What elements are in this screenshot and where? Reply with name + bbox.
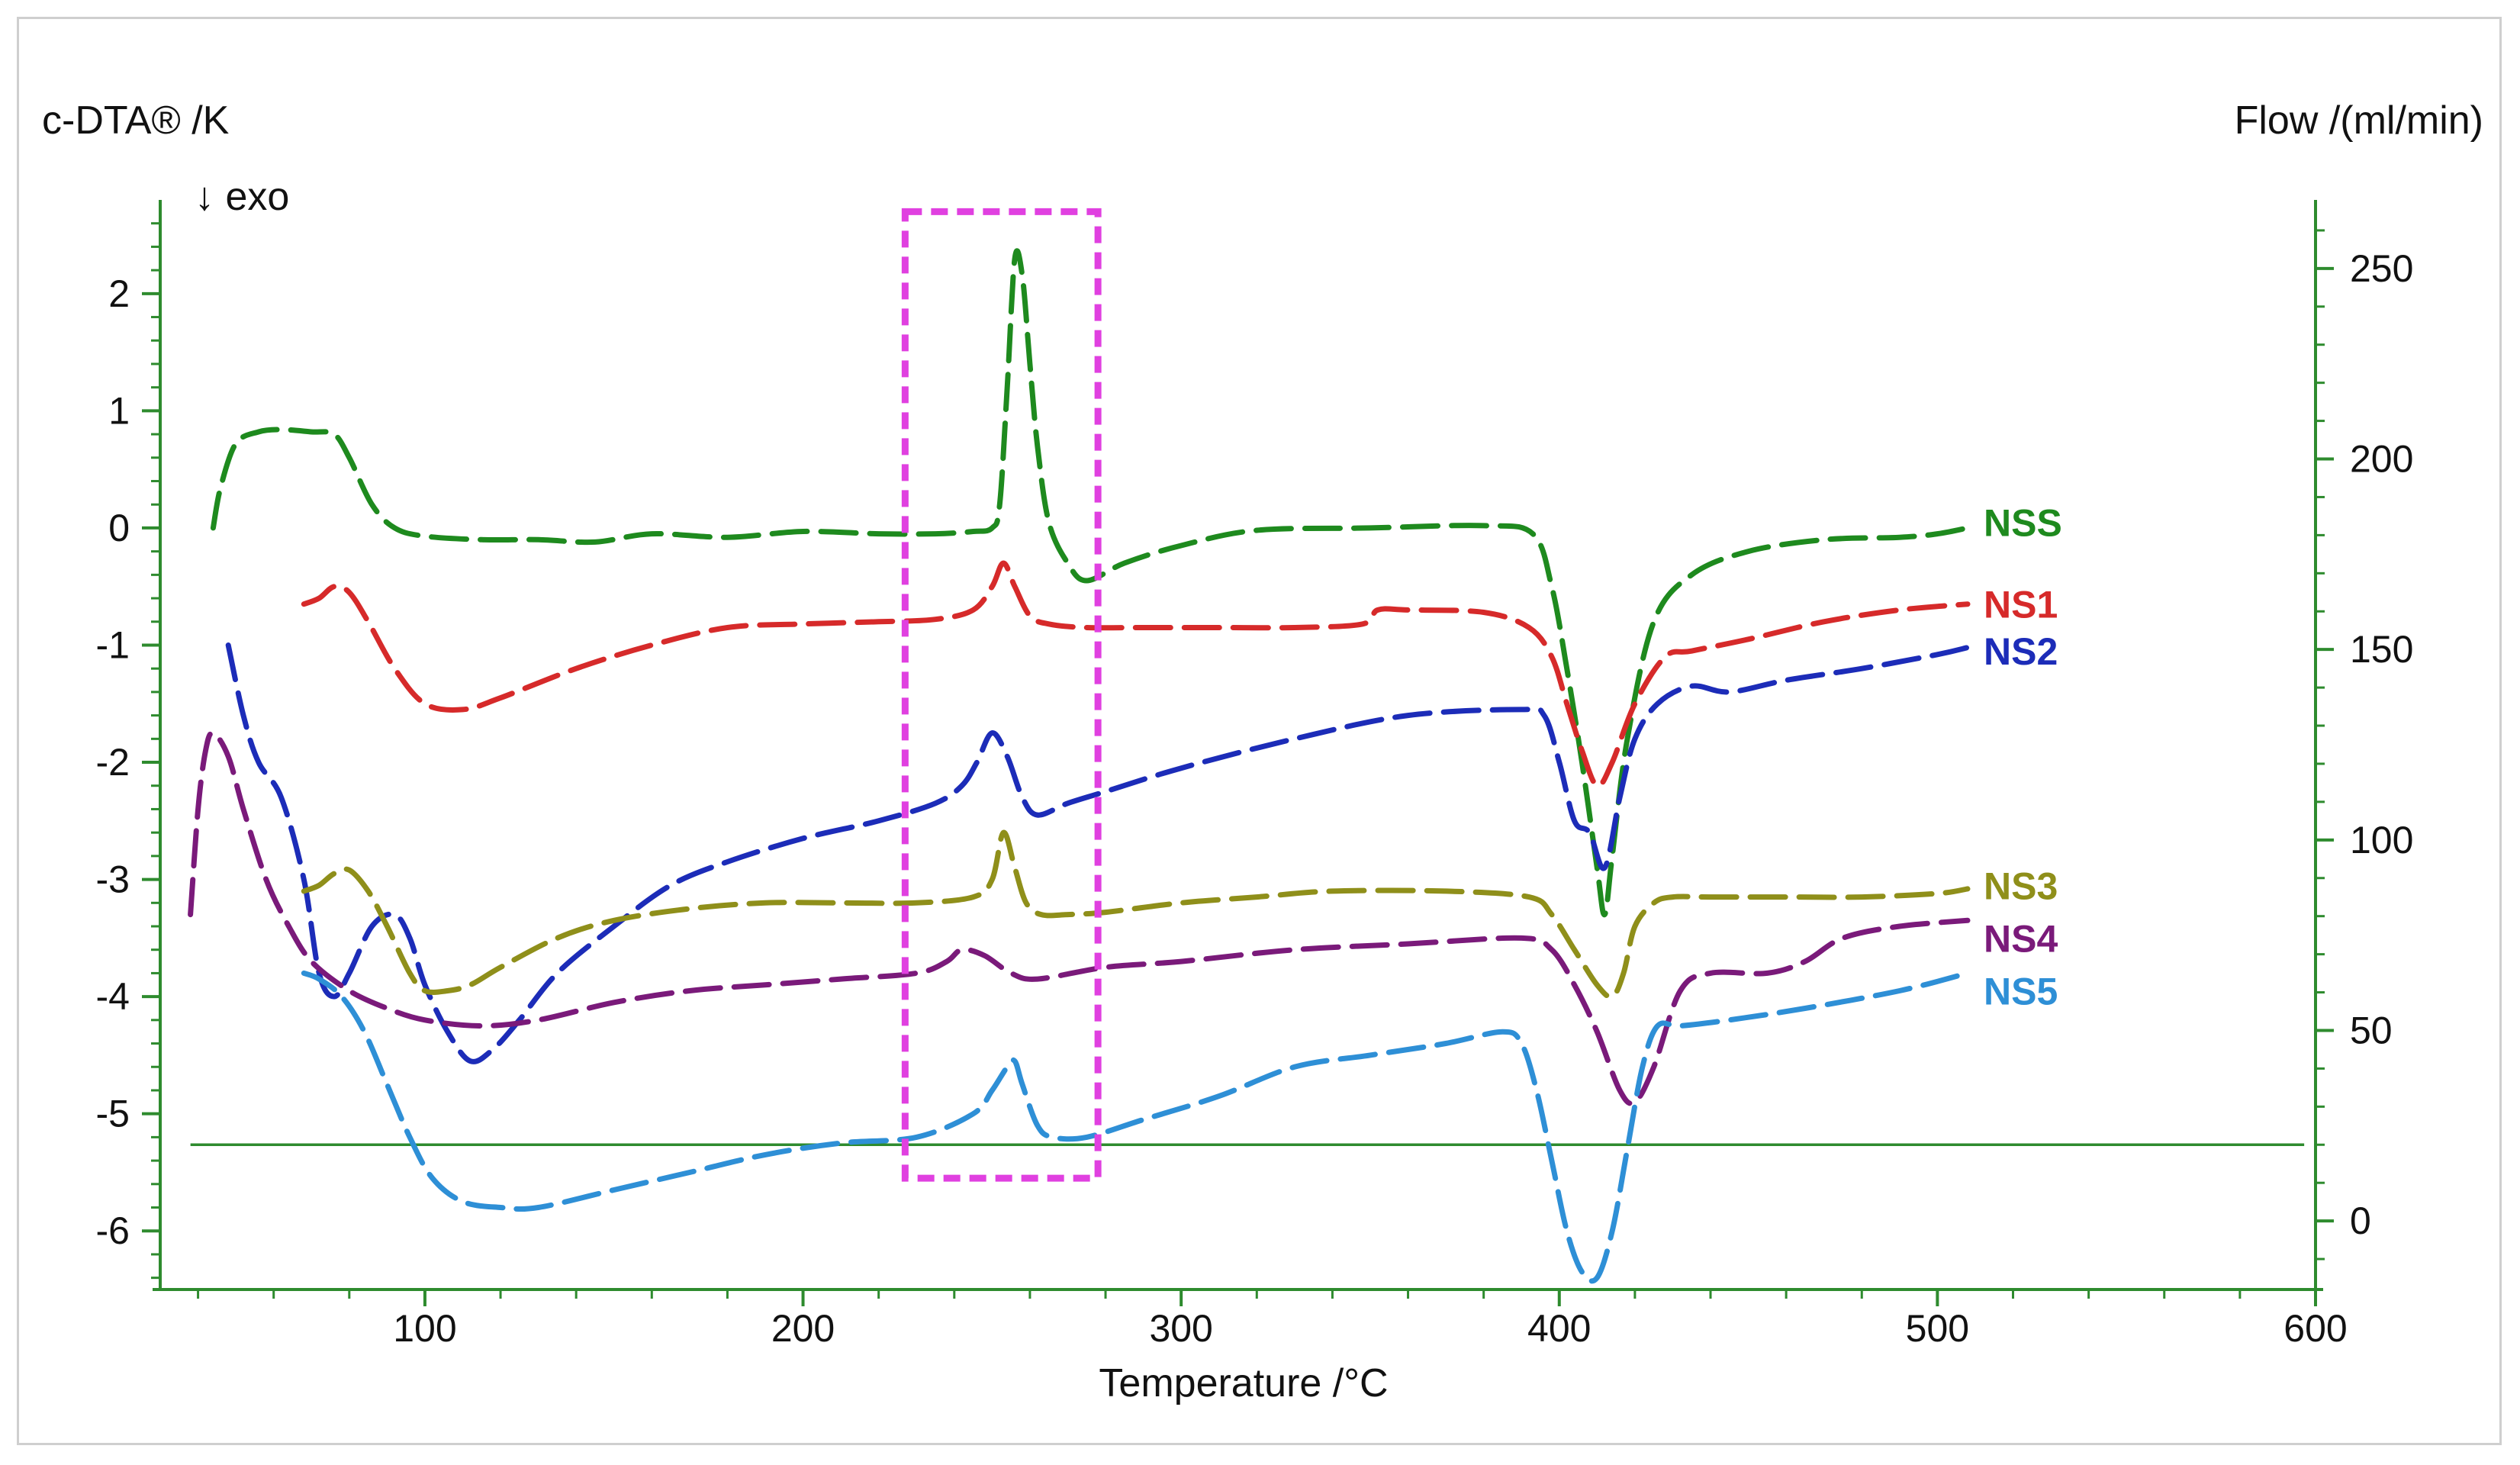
x-tick-label: 200 <box>771 1307 835 1350</box>
y-tick-label: -2 <box>96 741 130 784</box>
series-label-ns2: NS2 <box>1984 630 2058 673</box>
series-line-ns1 <box>301 560 1971 789</box>
y-tick-label: 2 <box>108 272 130 315</box>
series-label-ns5: NS5 <box>1984 970 2058 1013</box>
x-axis-title: Temperature /°C <box>1099 1361 1388 1405</box>
x-tick-label: 400 <box>1527 1307 1591 1350</box>
highlight-box <box>901 208 1102 1182</box>
series-label-ns4: NS4 <box>1984 917 2058 960</box>
exo-direction-note: ↓ exo <box>195 175 289 219</box>
y-axis-title: c-DTA® /K <box>42 98 230 143</box>
x-tick-label: 100 <box>393 1307 456 1350</box>
y2-tick-label: 200 <box>2350 438 2413 481</box>
y2-tick-label: 50 <box>2350 1009 2393 1051</box>
y2-axis-title: Flow /(ml/min) <box>2235 98 2483 143</box>
chart-frame <box>17 17 2502 1445</box>
series-line-ns5 <box>301 970 1971 1284</box>
y-tick-label: -5 <box>96 1093 130 1135</box>
series-label-ns1: NS1 <box>1984 584 2058 626</box>
y-tick-label: -4 <box>96 975 130 1018</box>
y2-tick-label: 150 <box>2350 628 2413 671</box>
y2-tick-label: 0 <box>2350 1199 2371 1242</box>
y-tick-label: -1 <box>96 623 130 666</box>
y2-tick-label: 100 <box>2350 819 2413 861</box>
x-tick-label: 300 <box>1149 1307 1212 1350</box>
series-label-nss: NSS <box>1984 501 2062 544</box>
series-line-ns3 <box>301 829 1971 1000</box>
series-label-ns3: NS3 <box>1984 865 2058 907</box>
series-line-ns4 <box>188 730 1971 1106</box>
y-tick-label: 0 <box>108 507 130 549</box>
y-tick-label: -6 <box>96 1209 130 1252</box>
y-tick-label: -3 <box>96 858 130 901</box>
y2-tick-label: 250 <box>2350 247 2413 290</box>
series-line-ns2 <box>225 642 1971 1064</box>
y-tick-label: 1 <box>108 389 130 432</box>
x-tick-label: 500 <box>1906 1307 1969 1350</box>
x-tick-label: 600 <box>2283 1307 2347 1350</box>
series-line-nss <box>210 248 1971 918</box>
